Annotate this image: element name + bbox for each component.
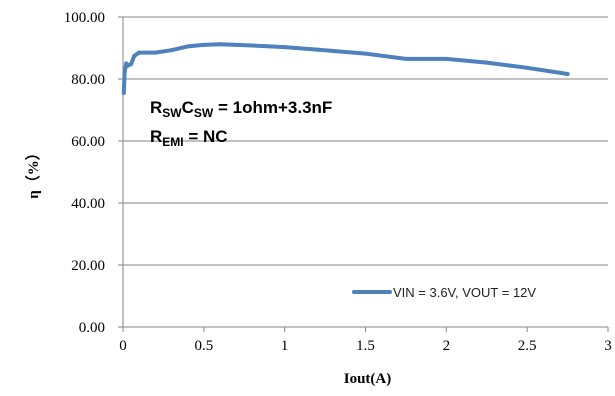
annotation-segment-0-0: R (150, 98, 162, 117)
annotation-line-1: REMI = NC (150, 127, 228, 149)
annotation-segment-0-3: SW (194, 106, 214, 120)
annotation-segment-1-1: EMI (162, 135, 183, 149)
y-tick-label-1: 20.00 (71, 258, 105, 274)
data-point-0-6 (137, 50, 142, 55)
data-point-0-22 (565, 72, 570, 77)
y-tick-label-5: 100.00 (64, 10, 105, 26)
annotation-segment-1-0: R (150, 127, 162, 146)
x-tick-label-1: 0.5 (194, 338, 213, 354)
y-tick-label-0: 0.00 (79, 320, 105, 336)
data-point-0-18 (403, 56, 408, 61)
data-point-0-10 (185, 44, 190, 49)
annotation-segment-0-2: C (182, 98, 194, 117)
annotation-segment-0-1: SW (162, 106, 182, 120)
data-point-0-16 (315, 47, 319, 52)
data-point-0-0 (121, 90, 126, 95)
ticks-layer: 0.00 20.00 40.00 60.00 80.00 100.00 0 0.5 1 1.5 2 2… (64, 10, 612, 354)
x-tick-label-3: 1.5 (356, 338, 375, 354)
series-layer (121, 42, 570, 95)
x-tick-label-5: 2.5 (518, 338, 537, 354)
legend: VIN = 3.6V, VOUT = 12V (352, 285, 536, 300)
data-point-0-11 (201, 42, 206, 47)
data-point-0-13 (234, 42, 239, 47)
data-point-0-20 (484, 60, 489, 65)
data-point-0-19 (444, 56, 449, 61)
data-point-0-9 (169, 48, 174, 53)
axes-layer (122, 17, 608, 328)
data-point-0-1 (122, 70, 127, 75)
annotation-segment-0-4: = 1ohm+3.3nF (213, 98, 332, 117)
data-point-0-14 (250, 43, 255, 48)
x-tick-label-6: 3 (604, 338, 612, 354)
y-tick-label-3: 60.00 (71, 134, 105, 150)
y-tick-label-2: 40.00 (71, 196, 105, 212)
x-tick-label-2: 1 (281, 338, 289, 354)
data-point-0-21 (525, 65, 530, 70)
x-tick-label-0: 0 (119, 338, 127, 354)
data-point-0-5 (132, 53, 137, 58)
data-point-0-12 (218, 42, 222, 47)
x-tick-label-4: 2 (443, 338, 451, 354)
x-axis-title: Iout(A) (344, 371, 392, 387)
data-point-0-8 (153, 50, 158, 55)
grid-layer (123, 16, 608, 266)
data-point-0-15 (282, 45, 287, 50)
data-point-0-7 (145, 50, 150, 55)
y-tick-label-4: 80.00 (71, 72, 105, 88)
legend-label-0: VIN = 3.6V, VOUT = 12V (393, 285, 536, 300)
y-axis-title: η（%） (24, 145, 42, 199)
annotation-segment-1-2: = NC (184, 127, 228, 146)
data-point-0-4 (129, 62, 134, 67)
data-point-0-17 (363, 51, 368, 56)
data-point-0-3 (125, 63, 130, 68)
series-line-0 (121, 42, 570, 95)
annotation-line-0: RSWCSW = 1ohm+3.3nF (150, 98, 332, 120)
